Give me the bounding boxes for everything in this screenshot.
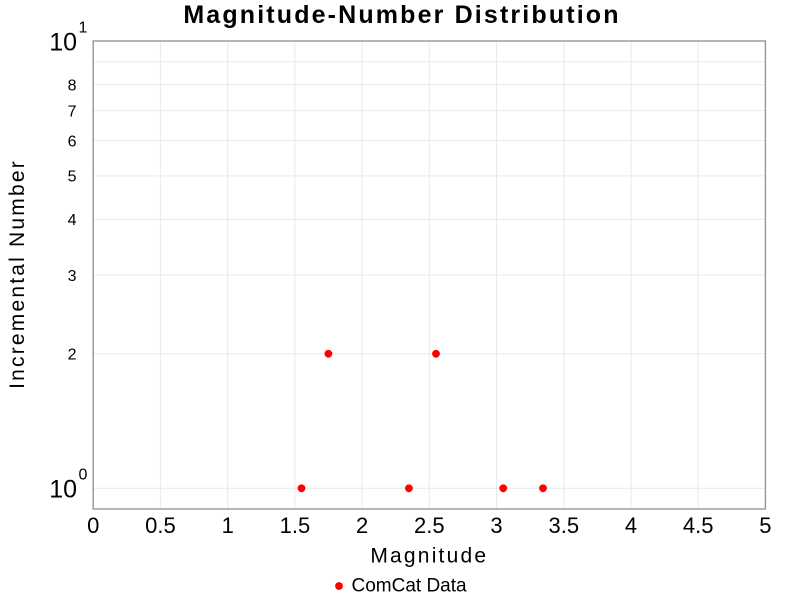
svg-text:3.5: 3.5 xyxy=(549,513,580,538)
svg-text:2: 2 xyxy=(68,347,77,364)
svg-text:4: 4 xyxy=(625,513,637,538)
svg-text:2: 2 xyxy=(356,513,368,538)
svg-text:0: 0 xyxy=(79,467,88,484)
svg-text:3: 3 xyxy=(68,268,77,285)
svg-text:ComCat Data: ComCat Data xyxy=(352,576,468,597)
svg-text:8: 8 xyxy=(68,78,77,95)
svg-text:4.5: 4.5 xyxy=(683,513,714,538)
svg-text:5: 5 xyxy=(759,513,771,538)
svg-text:2.5: 2.5 xyxy=(414,513,445,538)
svg-text:Magnitude: Magnitude xyxy=(370,544,488,567)
svg-text:Magnitude-Number Distribution: Magnitude-Number Distribution xyxy=(183,1,620,29)
svg-text:5: 5 xyxy=(68,169,77,186)
svg-text:0.5: 0.5 xyxy=(145,513,176,538)
svg-text:6: 6 xyxy=(68,133,77,150)
svg-text:0: 0 xyxy=(87,513,99,538)
svg-text:7: 7 xyxy=(68,103,77,120)
svg-text:1: 1 xyxy=(222,513,234,538)
svg-text:10: 10 xyxy=(49,28,77,56)
svg-text:10: 10 xyxy=(49,475,77,503)
svg-text:Incremental Number: Incremental Number xyxy=(6,159,29,389)
svg-text:1: 1 xyxy=(79,20,88,37)
svg-text:3: 3 xyxy=(490,513,502,538)
svg-text:1.5: 1.5 xyxy=(280,513,311,538)
svg-text:4: 4 xyxy=(68,212,77,229)
